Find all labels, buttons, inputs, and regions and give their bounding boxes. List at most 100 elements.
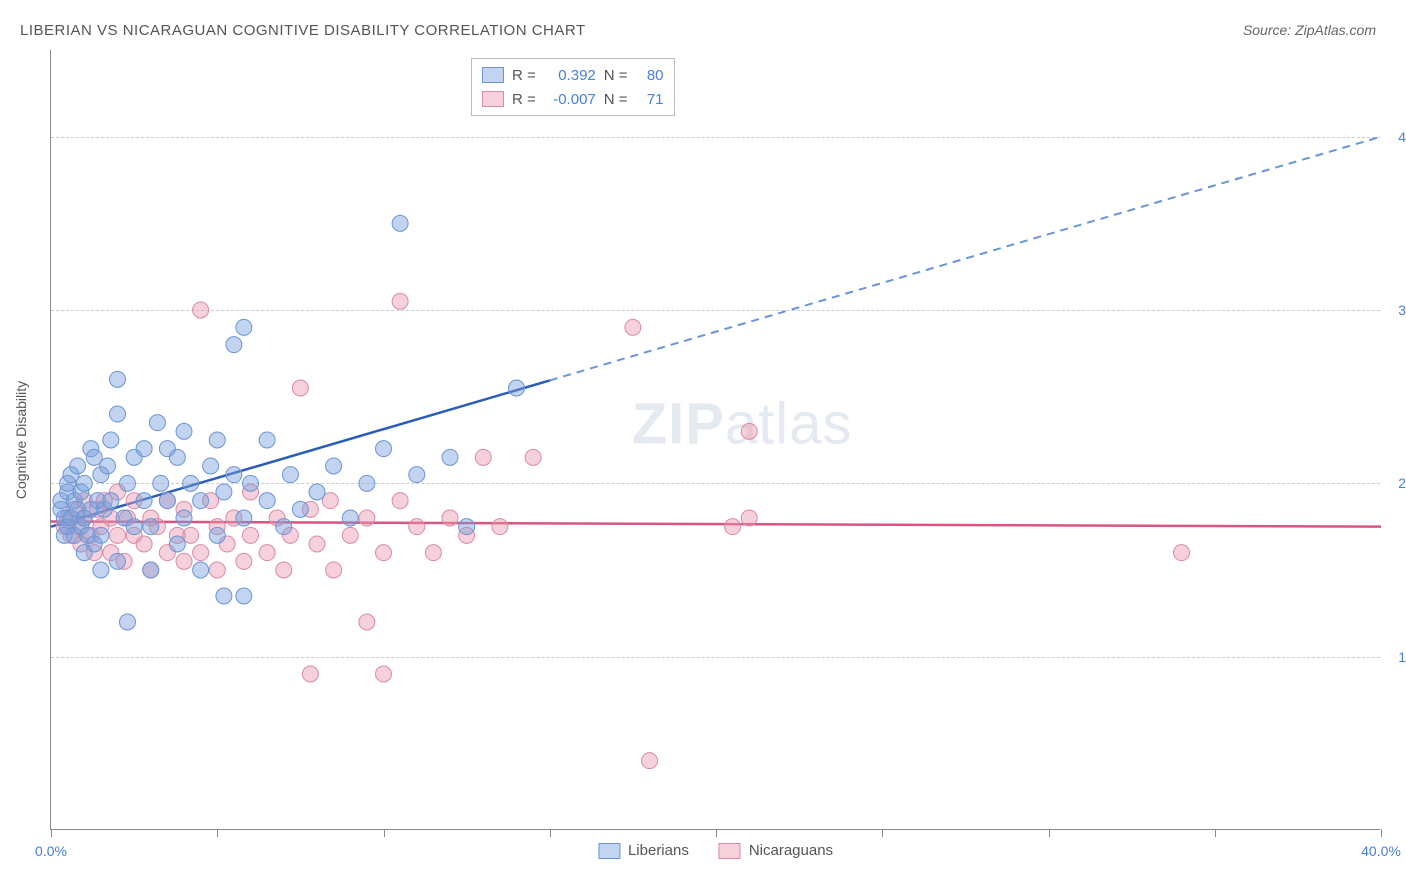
data-point (359, 510, 375, 526)
data-point (110, 371, 126, 387)
data-point (193, 562, 209, 578)
data-point (442, 449, 458, 465)
data-point (725, 519, 741, 535)
x-tick (550, 829, 551, 837)
x-tick (384, 829, 385, 837)
data-point (259, 432, 275, 448)
swatch-blue-icon (482, 67, 504, 83)
data-point (226, 337, 242, 353)
y-axis-label: Cognitive Disability (13, 380, 29, 498)
data-point (276, 562, 292, 578)
data-point (100, 458, 116, 474)
data-point (259, 545, 275, 561)
data-point (216, 588, 232, 604)
data-point (425, 545, 441, 561)
data-point (342, 527, 358, 543)
data-point (509, 380, 525, 396)
data-point (392, 493, 408, 509)
data-point (76, 475, 92, 491)
data-point (243, 527, 259, 543)
data-point (209, 432, 225, 448)
data-point (183, 475, 199, 491)
x-tick (882, 829, 883, 837)
legend-item-nicaraguans: Nicaraguans (719, 842, 833, 859)
data-point (103, 432, 119, 448)
data-point (110, 553, 126, 569)
data-point (302, 666, 318, 682)
data-point (292, 501, 308, 517)
data-point (475, 449, 491, 465)
data-point (153, 475, 169, 491)
legend-correlation: R = 0.392 N = 80 R = -0.007 N = 71 (471, 58, 675, 116)
data-point (110, 406, 126, 422)
data-point (143, 519, 159, 535)
legend-item-liberians: Liberians (598, 842, 689, 859)
data-point (169, 536, 185, 552)
data-point (203, 458, 219, 474)
source-attribution: Source: ZipAtlas.com (1243, 22, 1376, 38)
data-point (119, 475, 135, 491)
data-point (392, 215, 408, 231)
data-point (625, 319, 641, 335)
data-point (409, 467, 425, 483)
data-point (1174, 545, 1190, 561)
chart-svg (51, 50, 1380, 829)
x-tick (716, 829, 717, 837)
data-point (492, 519, 508, 535)
data-point (209, 562, 225, 578)
data-point (359, 614, 375, 630)
data-point (209, 527, 225, 543)
data-point (376, 441, 392, 457)
data-point (359, 475, 375, 491)
legend-series: Liberians Nicaraguans (598, 842, 833, 859)
data-point (259, 493, 275, 509)
data-point (193, 302, 209, 318)
data-point (459, 519, 475, 535)
data-point (236, 553, 252, 569)
data-point (326, 562, 342, 578)
data-point (392, 293, 408, 309)
data-point (143, 562, 159, 578)
x-tick (51, 829, 52, 837)
data-point (149, 415, 165, 431)
data-point (193, 545, 209, 561)
chart-title: LIBERIAN VS NICARAGUAN COGNITIVE DISABIL… (20, 22, 586, 39)
swatch-blue-icon (598, 843, 620, 859)
x-tick-label: 40.0% (1361, 843, 1401, 859)
x-tick (1049, 829, 1050, 837)
data-point (176, 553, 192, 569)
data-point (93, 562, 109, 578)
legend-row-blue: R = 0.392 N = 80 (482, 63, 664, 87)
data-point (642, 753, 658, 769)
y-tick-label: 10.0% (1388, 649, 1406, 665)
data-point (136, 536, 152, 552)
data-point (243, 475, 259, 491)
data-point (292, 380, 308, 396)
swatch-pink-icon (482, 91, 504, 107)
data-point (193, 493, 209, 509)
data-point (741, 510, 757, 526)
y-tick-label: 40.0% (1388, 129, 1406, 145)
data-point (93, 527, 109, 543)
x-tick-label: 0.0% (35, 843, 67, 859)
data-point (103, 493, 119, 509)
data-point (136, 441, 152, 457)
data-point (216, 484, 232, 500)
data-point (236, 510, 252, 526)
data-point (326, 458, 342, 474)
legend-row-pink: R = -0.007 N = 71 (482, 87, 664, 111)
data-point (376, 545, 392, 561)
data-point (309, 536, 325, 552)
data-point (309, 484, 325, 500)
y-tick-label: 20.0% (1388, 475, 1406, 491)
swatch-pink-icon (719, 843, 741, 859)
data-point (282, 467, 298, 483)
data-point (376, 666, 392, 682)
data-point (70, 458, 86, 474)
y-tick-label: 30.0% (1388, 302, 1406, 318)
data-point (236, 319, 252, 335)
data-point (342, 510, 358, 526)
data-point (176, 423, 192, 439)
data-point (176, 510, 192, 526)
x-tick (217, 829, 218, 837)
